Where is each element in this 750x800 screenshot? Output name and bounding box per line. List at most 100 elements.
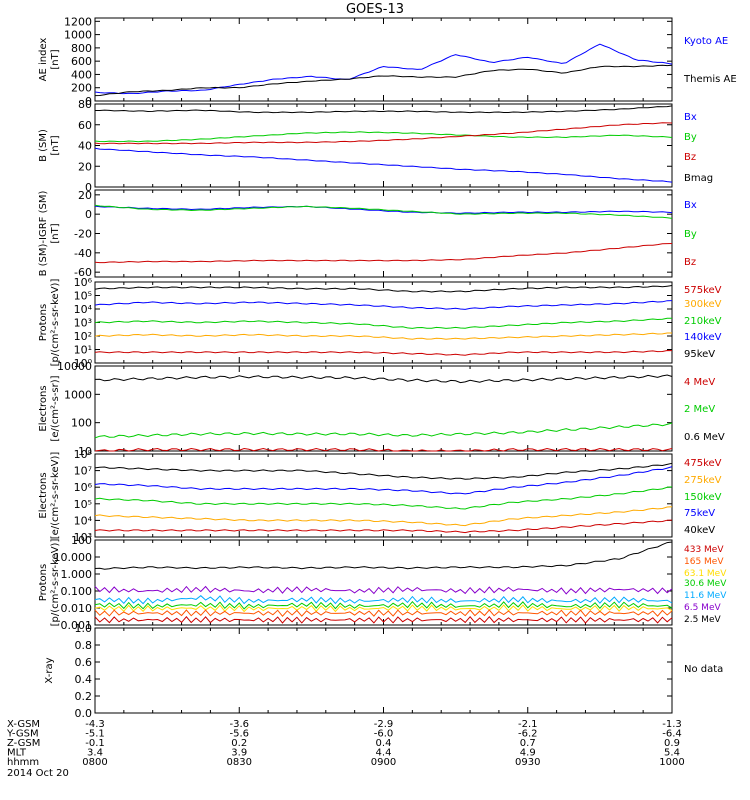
y-tick-label: 10⁶ xyxy=(74,276,93,289)
legend-entry: Bz xyxy=(684,152,696,163)
y-tick-label: 0.8 xyxy=(75,639,93,652)
series-line-165-mev xyxy=(94,609,673,617)
legend-entry: 575keV xyxy=(684,285,722,296)
y-tick-label: 10⁵ xyxy=(74,290,92,303)
y-tick-label: 0.010 xyxy=(61,602,93,615)
y-tick-label: 10² xyxy=(74,330,92,343)
series-line-by xyxy=(94,131,673,143)
y-tick-label: 10³ xyxy=(74,317,92,330)
legend-entry: 4 MeV xyxy=(684,377,715,388)
x-row-label: X-GSM xyxy=(7,719,40,730)
y-tick-label: 10⁷ xyxy=(74,465,92,478)
series-line-bx xyxy=(94,147,673,183)
y-tick-label: 0.6 xyxy=(75,656,93,669)
y-tick-label: 400 xyxy=(71,68,92,81)
y-tick-label: -40 xyxy=(74,247,92,260)
x-row-value: -6.2 xyxy=(518,729,538,740)
series-line-30-6-mev xyxy=(94,600,673,610)
legend-entry: 275keV xyxy=(684,475,722,486)
series-line-bz xyxy=(94,243,673,264)
legend-entry: 210keV xyxy=(684,316,722,327)
y-tick-label: 1.0 xyxy=(75,622,93,635)
legend-entry: 6.5 MeV xyxy=(684,603,721,613)
y-axis-label: [nT] xyxy=(50,135,61,155)
series-line-150kev xyxy=(94,486,673,510)
y-tick-label: 10⁴ xyxy=(74,303,93,316)
y-axis-label: [p/(cm²-s-sr-keV)] xyxy=(50,539,61,627)
x-row-value: -6.4 xyxy=(662,729,682,740)
legend-entry: 30.6 MeV xyxy=(684,579,727,589)
panel-frame xyxy=(94,365,673,452)
legend-entry: 0.6 MeV xyxy=(684,432,725,443)
series-line-0-6-mev xyxy=(94,374,673,384)
y-axis-label: [p/(cm²-s-sr-keV)] xyxy=(50,279,61,367)
panel-frame xyxy=(94,453,673,538)
y-tick-label: 0.0 xyxy=(75,707,93,720)
series-line-11-6-mev xyxy=(94,595,673,605)
series-line-2-5-mev xyxy=(94,541,673,570)
y-tick-label: 10¹ xyxy=(74,344,92,357)
x-row-value: -4.3 xyxy=(85,719,105,730)
series-line-75kev xyxy=(94,466,673,495)
y-axis-label: B (SM)-IGRF (SM) xyxy=(38,191,49,277)
legend-entry: By xyxy=(684,229,697,240)
y-axis-label: X-ray xyxy=(44,657,55,683)
series-line-bz xyxy=(94,122,673,145)
x-row-value: 3.9 xyxy=(231,748,247,759)
y-axis-label: [e/(cm²-s-sr-keV)] xyxy=(50,452,61,540)
x-row-value: 4.9 xyxy=(520,748,536,759)
x-row-label: MLT xyxy=(7,748,27,759)
legend-entry: 433 MeV xyxy=(684,545,724,555)
x-row-value: -6.0 xyxy=(374,729,394,740)
y-tick-label: 800 xyxy=(71,42,92,55)
legend-entry: Kyoto AE xyxy=(684,36,728,47)
series-line-210kev xyxy=(94,317,673,329)
series-line-63-1-mev xyxy=(94,604,673,613)
x-row-value: 0.9 xyxy=(664,738,680,749)
y-tick-label: 10.000 xyxy=(54,551,93,564)
series-line-4-mev xyxy=(94,447,673,452)
y-tick-label: 100 xyxy=(71,417,92,430)
y-axis-label: AE index xyxy=(38,38,49,82)
y-tick-label: 10⁴ xyxy=(74,514,93,527)
y-tick-label: 10000 xyxy=(57,360,92,373)
x-row-value: -0.1 xyxy=(85,738,105,749)
x-row-value: 4.4 xyxy=(376,748,392,759)
series-line-by xyxy=(94,204,673,219)
x-row-value: 1000 xyxy=(659,757,684,768)
panel-xray: 0.0 0.2 0.4 0.6 0.8 1.0 X-ray No data xyxy=(44,622,723,720)
panel-electrons_kev: 10³ 10⁴ 10⁵ 10⁶ 10⁷ 10⁸ Electrons [e/(cm²-s-sr-… xyxy=(38,448,722,544)
legend-entry: 40keV xyxy=(684,525,715,536)
x-row-value: -1.3 xyxy=(662,719,682,730)
series-line-140kev xyxy=(94,300,673,310)
x-row-label: Y-GSM xyxy=(6,729,39,740)
y-axis-label: [nT] xyxy=(50,223,61,243)
y-axis-label: Electrons xyxy=(38,472,49,518)
y-tick-label: 10⁸ xyxy=(74,448,93,461)
series-line-6-5-mev xyxy=(94,585,673,595)
y-tick-label: 0.001 xyxy=(61,619,93,632)
legend-entry: Bmag xyxy=(684,173,713,184)
y-tick-label: 80 xyxy=(78,98,92,111)
legend-entry: 95keV xyxy=(684,349,715,360)
date-label: 2014 Oct 20 xyxy=(7,768,69,779)
y-tick-label: 0.2 xyxy=(75,690,93,703)
legend-entry: No data xyxy=(684,664,723,675)
x-row-value: 0.2 xyxy=(231,738,247,749)
legend-entry: Bx xyxy=(684,112,697,123)
y-tick-label: 1.000 xyxy=(61,568,93,581)
y-tick-label: 600 xyxy=(71,55,92,68)
legend-entry: 150keV xyxy=(684,492,722,503)
legend-entry: Bx xyxy=(684,200,697,211)
y-tick-label: 100 xyxy=(71,534,92,547)
y-axis-label: B (SM) xyxy=(38,129,49,162)
y-tick-label: 10⁵ xyxy=(74,498,92,511)
y-tick-label: -20 xyxy=(74,228,92,241)
y-axis-label: Protons xyxy=(38,564,49,601)
series-line-300kev xyxy=(94,332,672,340)
y-tick-label: 0 xyxy=(85,181,92,194)
